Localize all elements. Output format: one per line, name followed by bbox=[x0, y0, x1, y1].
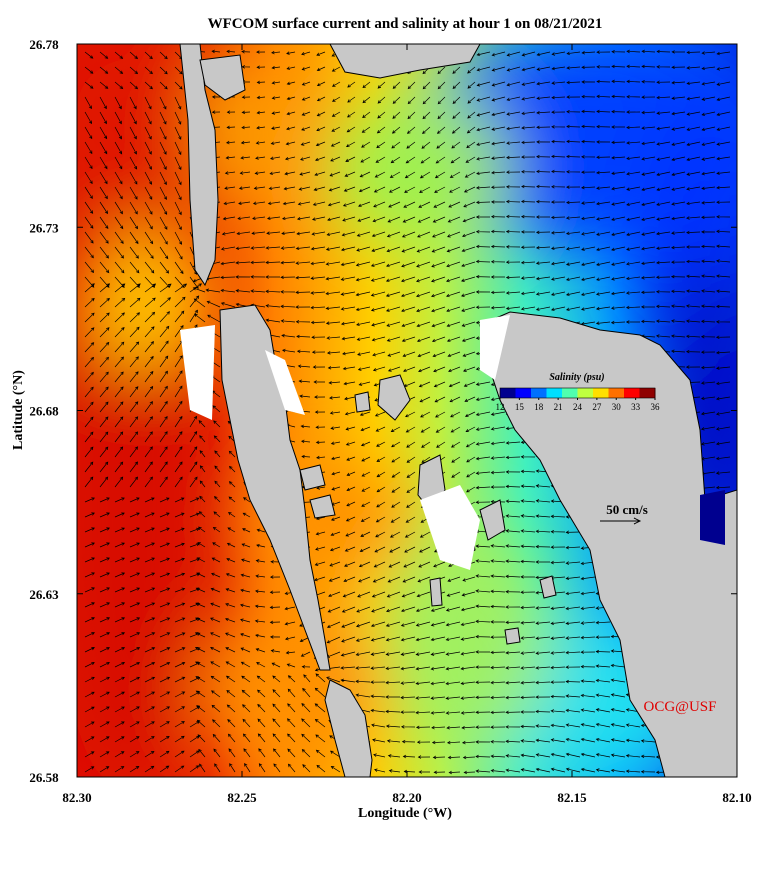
x-axis-label: Longitude (°W) bbox=[358, 806, 452, 821]
blue-inlet bbox=[700, 490, 725, 545]
colorbar-tick-label: 15 bbox=[515, 402, 525, 412]
colorbar-tick-label: 12 bbox=[496, 402, 505, 412]
island-south bbox=[324, 679, 373, 777]
colorbar-swatch bbox=[515, 388, 532, 398]
y-tick-label: 26.78 bbox=[29, 37, 59, 52]
colorbar-title: Salinity (psu) bbox=[549, 372, 604, 383]
scale-label: 50 cm/s bbox=[606, 502, 648, 517]
colorbar-swatch bbox=[577, 388, 594, 398]
colorbar-swatch bbox=[593, 388, 609, 398]
colorbar-tick-label: 24 bbox=[573, 402, 583, 412]
colorbar-swatch bbox=[562, 388, 578, 398]
credit: OCG@USF bbox=[643, 699, 716, 715]
colorbar-swatch bbox=[608, 388, 625, 398]
colorbar-swatch bbox=[624, 388, 640, 398]
islet bbox=[429, 577, 443, 607]
dry-area bbox=[420, 485, 480, 570]
colorbar: Salinity (psu) 12 15 18 21 24 27 30 33 36 bbox=[496, 372, 661, 412]
colorbar-tick-label: 36 bbox=[651, 402, 661, 412]
islet bbox=[199, 54, 246, 101]
dry-area bbox=[180, 325, 215, 420]
x-tick-label: 82.30 bbox=[62, 790, 91, 805]
colorbar-tick-label: 18 bbox=[534, 402, 544, 412]
y-tick-label: 26.63 bbox=[29, 587, 59, 602]
islet bbox=[354, 391, 371, 413]
islet bbox=[309, 494, 336, 519]
y-tick-label: 26.73 bbox=[29, 220, 59, 235]
islet bbox=[504, 627, 521, 645]
dry-areas bbox=[180, 315, 725, 570]
x-tick-label: 82.20 bbox=[392, 790, 421, 805]
y-tick-label: 26.58 bbox=[29, 770, 59, 785]
islet bbox=[539, 575, 557, 599]
map-title: WFCOM surface current and salinity at ho… bbox=[208, 16, 603, 32]
mainland bbox=[479, 311, 737, 777]
land-top bbox=[329, 44, 481, 79]
field-blobs bbox=[77, 44, 737, 777]
colorbar-swatch bbox=[531, 388, 547, 398]
x-tick-label: 82.25 bbox=[227, 790, 257, 805]
colorbar-swatch bbox=[546, 388, 563, 398]
islet bbox=[377, 374, 411, 421]
x-tick-label: 82.10 bbox=[722, 790, 751, 805]
colorbar-tick-label: 30 bbox=[612, 402, 622, 412]
colorbar-swatch bbox=[500, 388, 516, 398]
scale-arrow: 50 cm/s bbox=[600, 502, 648, 525]
dry-area bbox=[480, 315, 510, 380]
x-tick-label: 82.15 bbox=[557, 790, 587, 805]
axes: 82.30 82.25 82.20 82.15 82.10 26.58 26.63 26.68… bbox=[29, 37, 751, 805]
colorbar-tick-label: 21 bbox=[554, 402, 563, 412]
colorbar-tick-label: 27 bbox=[592, 402, 602, 412]
y-axis-label: Latitude (°N) bbox=[11, 370, 26, 450]
colorbar-swatch bbox=[639, 388, 656, 398]
y-tick-label: 26.68 bbox=[29, 404, 59, 419]
colorbar-tick-label: 33 bbox=[631, 402, 641, 412]
salinity-field bbox=[77, 44, 737, 777]
scale-arrow-head bbox=[633, 517, 642, 525]
dry-area bbox=[265, 350, 305, 415]
islet bbox=[299, 464, 326, 491]
islet bbox=[479, 499, 506, 541]
